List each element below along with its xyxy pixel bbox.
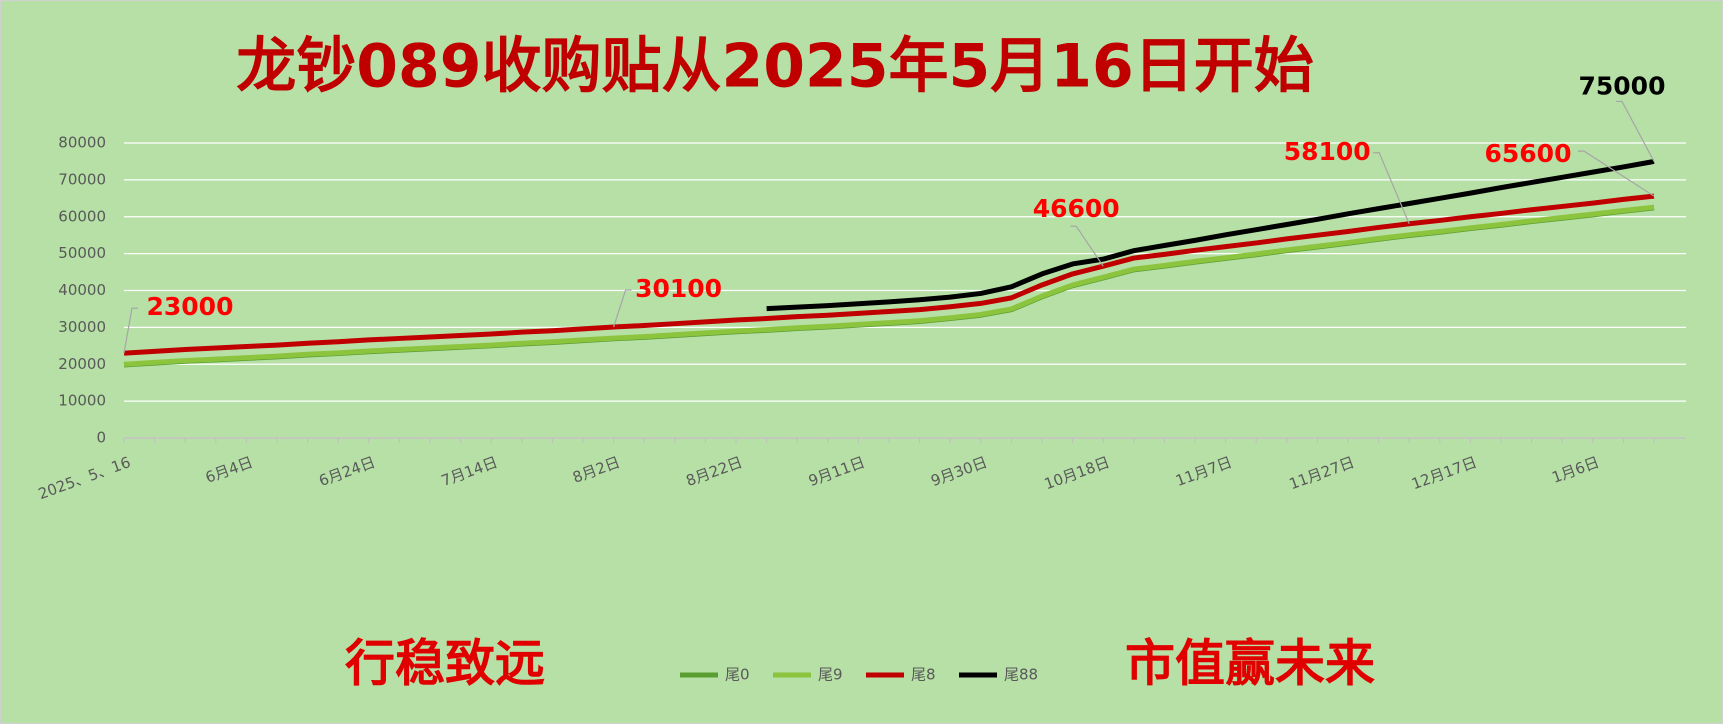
legend-label: 尾0	[725, 666, 750, 684]
data-label: 30100	[635, 274, 722, 303]
leader-line	[1578, 150, 1655, 197]
series-line	[123, 204, 1655, 367]
y-tick-label: 40000	[58, 281, 106, 299]
series-line	[123, 193, 1655, 356]
chart-title: 龙钞089收购贴从2025年5月16日开始	[236, 32, 1313, 102]
y-tick-label: 60000	[58, 207, 106, 225]
y-tick-label: 50000	[58, 244, 106, 262]
data-label: 65600	[1485, 139, 1572, 168]
leader-line	[613, 289, 632, 328]
leader-line	[1616, 100, 1655, 162]
y-tick-label: 20000	[58, 355, 106, 373]
data-label: 46600	[1033, 194, 1120, 223]
leader-line	[1070, 225, 1104, 267]
data-label: 58100	[1284, 137, 1371, 166]
legend-label: 尾8	[911, 666, 936, 684]
leader-line	[1373, 152, 1410, 224]
slogan: 市值赢未来	[1125, 635, 1375, 693]
y-tick-label: 30000	[58, 318, 106, 336]
slogan: 行稳致远	[345, 635, 545, 693]
y-tick-label: 10000	[58, 392, 106, 410]
leader-line	[123, 307, 138, 354]
y-tick-label: 70000	[58, 170, 106, 188]
y-tick-label: 80000	[58, 134, 106, 152]
series-line	[766, 158, 1655, 312]
data-label: 75000	[1579, 71, 1666, 100]
legend-label: 尾88	[1004, 666, 1038, 684]
data-label: 23000	[147, 292, 234, 321]
legend-label: 尾9	[818, 666, 843, 684]
y-tick-label: 0	[96, 429, 106, 447]
